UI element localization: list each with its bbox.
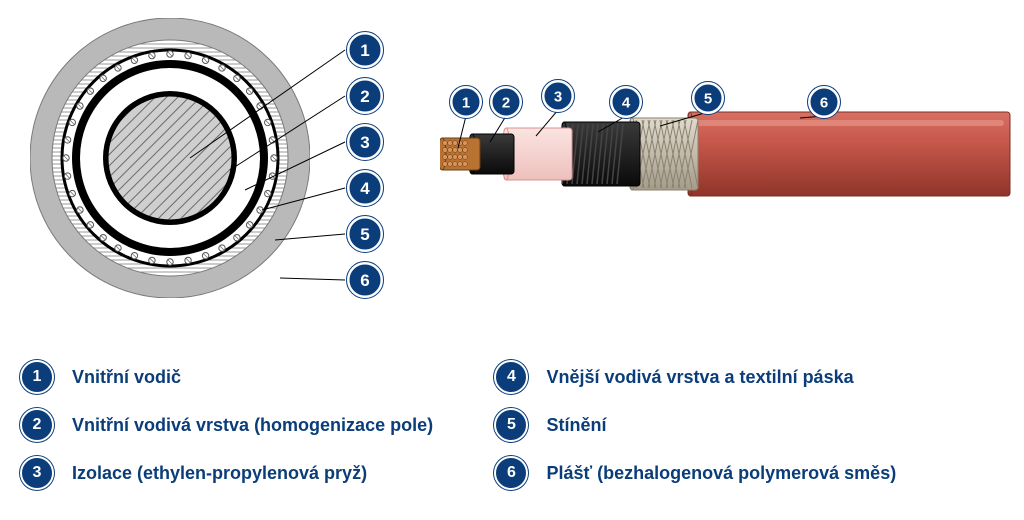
legend-badge-6: 6 [494,456,528,490]
svg-text:1: 1 [360,41,369,60]
svg-text:6: 6 [360,271,369,290]
legend-item-6: 6 Plášť (bezhalogenová polymerová směs) [494,456,994,490]
legend-column-1: 1 Vnitřní vodič 2 Vnitřní vodivá vrstva (ho… [20,360,490,504]
legend-item-2: 2 Vnitřní vodivá vrstva (homogenizace pol… [20,408,490,442]
legend-badge-1: 1 [20,360,54,394]
cable-side-view [440,88,1020,233]
legend-text-3: Izolace (ethylen-propylenová pryž) [72,463,367,484]
legend-item-3: 3 Izolace (ethylen-propylenová pryž) [20,456,490,490]
legend-text-2: Vnitřní vodivá vrstva (homogenizace pole… [72,415,433,436]
legend-item-4: 4 Vnější vodivá vrstva a textilní páska [494,360,994,394]
cable-cross-section [30,18,310,303]
svg-text:5: 5 [360,225,369,244]
legend-text-4: Vnější vodivá vrstva a textilní páska [546,367,853,388]
legend-text-6: Plášť (bezhalogenová polymerová směs) [546,463,896,484]
legend-item-1: 1 Vnitřní vodič [20,360,490,394]
legend-badge-4: 4 [494,360,528,394]
svg-text:3: 3 [360,133,369,152]
legend-badge-5: 5 [494,408,528,442]
legend-badge-3: 3 [20,456,54,490]
legend-column-2: 4 Vnější vodivá vrstva a textilní páska 5S… [494,360,994,504]
legend-text-1: Vnitřní vodič [72,367,181,388]
top-section: 123456 123456 [0,0,1024,320]
svg-text:4: 4 [360,179,370,198]
legend-text-5: Stínění [546,415,606,436]
legend-item-5: 5 Stínění [494,408,994,442]
legend-badge-2: 2 [20,408,54,442]
svg-text:2: 2 [360,87,369,106]
legend: 1 Vnitřní vodič 2 Vnitřní vodivá vrstva (ho… [20,360,1010,504]
